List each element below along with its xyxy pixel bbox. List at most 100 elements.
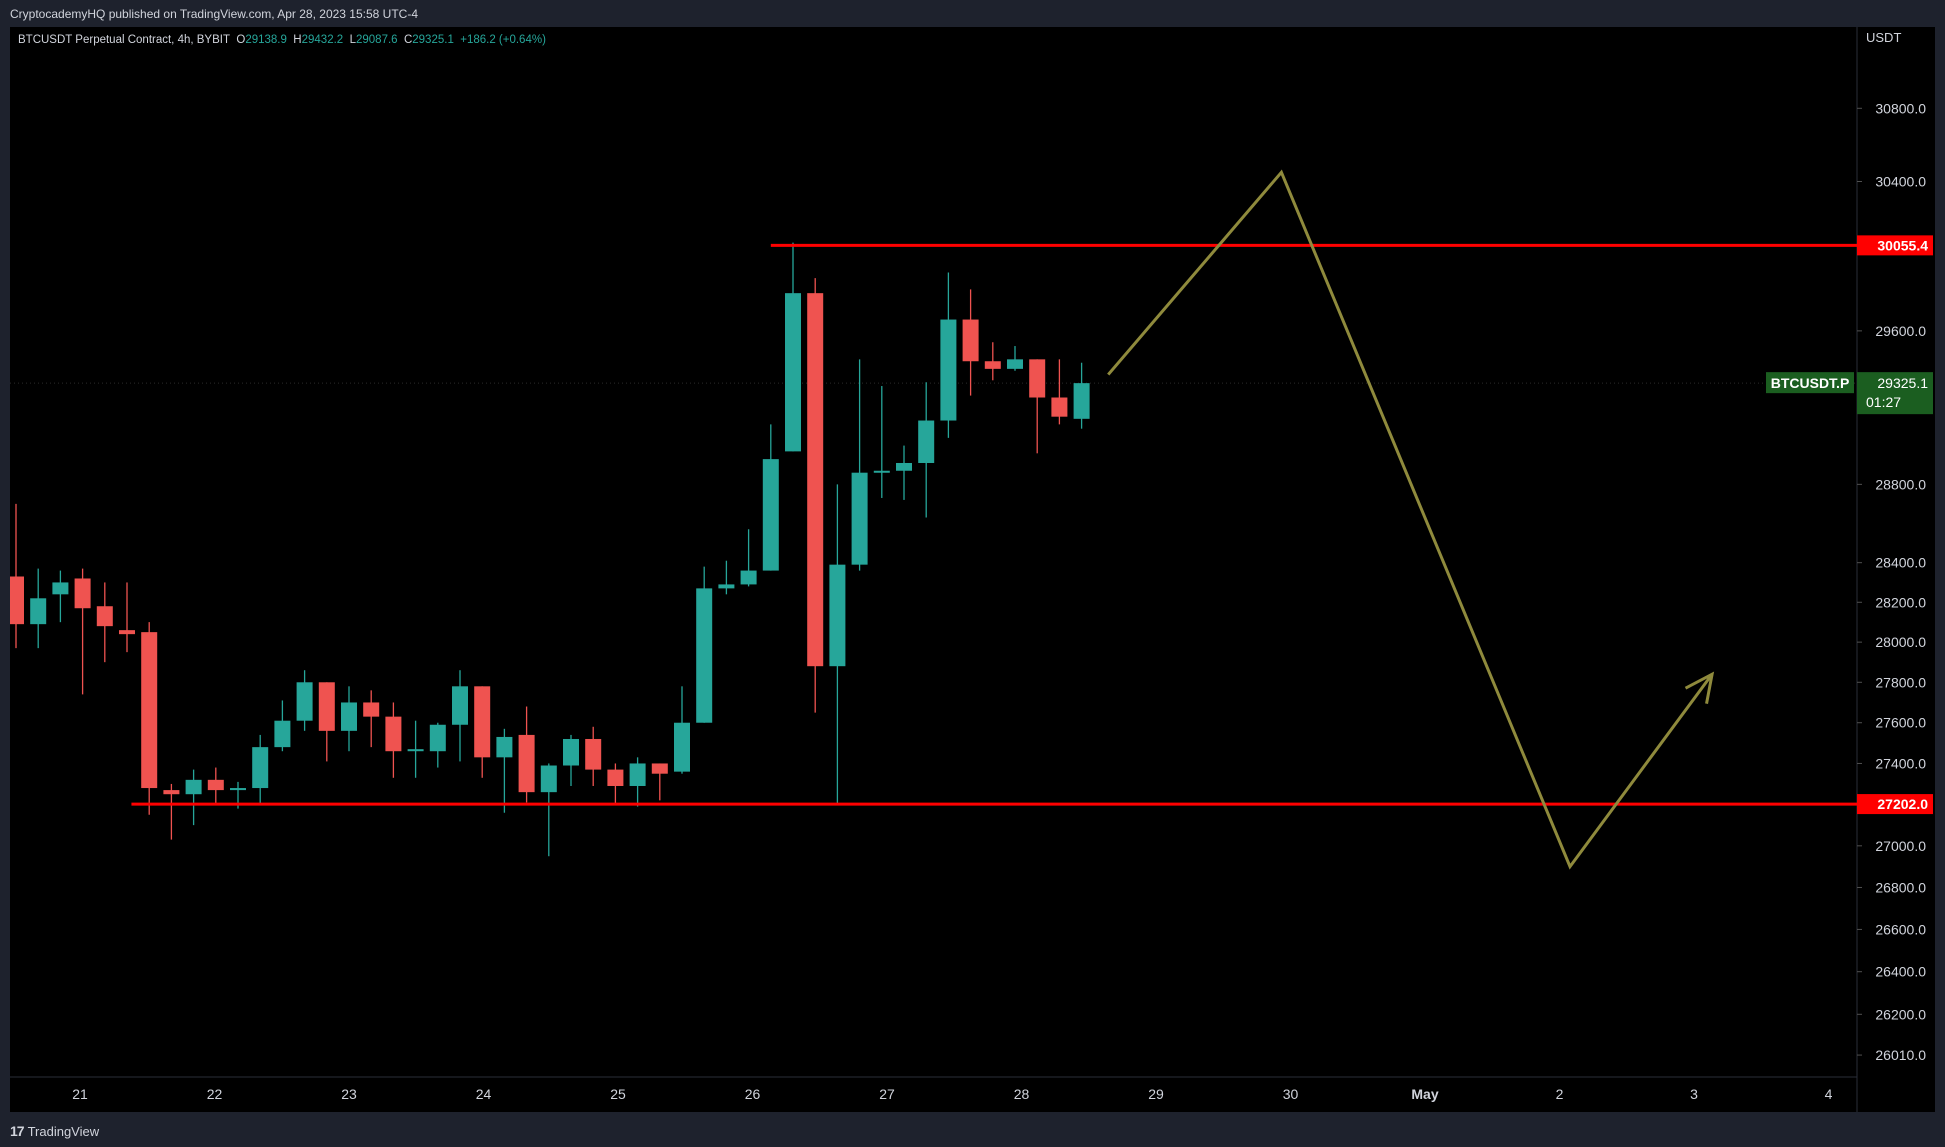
price-tick-label: 26600.0 xyxy=(1875,921,1926,937)
candle-body-down[interactable] xyxy=(807,293,824,667)
current-price-label: 29325.1 xyxy=(1877,375,1928,391)
candle-body-down[interactable] xyxy=(474,686,491,758)
candle-body-down[interactable] xyxy=(363,702,380,717)
candle-body-up[interactable] xyxy=(718,584,735,589)
level-price-badge xyxy=(1857,794,1933,815)
price-tick-label: 26200.0 xyxy=(1875,1006,1926,1022)
candle-body-down[interactable] xyxy=(141,632,158,789)
time-tick-label: 25 xyxy=(610,1086,626,1102)
candle-body-up[interactable] xyxy=(851,472,868,565)
symbol-badge xyxy=(1766,372,1854,394)
candle-body-up[interactable] xyxy=(629,763,646,786)
candle-body-down[interactable] xyxy=(163,790,180,795)
legend-close-value: 29325.1 xyxy=(412,34,454,46)
candle-body-up[interactable] xyxy=(52,582,69,595)
candle-body-down[interactable] xyxy=(607,769,624,786)
candle-body-up[interactable] xyxy=(274,720,291,748)
time-tick-label: 23 xyxy=(341,1086,357,1102)
price-tick-label: 27800.0 xyxy=(1875,674,1926,690)
candle-body-down[interactable] xyxy=(518,734,535,793)
legend-open-value: 29138.9 xyxy=(245,34,287,46)
candle-body-down[interactable] xyxy=(1029,359,1046,398)
candle-body-down[interactable] xyxy=(585,738,602,770)
candle-body-up[interactable] xyxy=(563,738,579,766)
candle-body-up[interactable] xyxy=(918,420,935,463)
level-price-label: 27202.0 xyxy=(1877,796,1928,812)
publisher-text: CryptocademyHQ published on TradingView.… xyxy=(10,7,418,21)
candle-body-up[interactable] xyxy=(185,779,202,795)
candle-body-up[interactable] xyxy=(674,722,690,772)
legend-high-label: H xyxy=(293,34,302,46)
time-tick-label: 24 xyxy=(476,1086,492,1102)
current-price-badge xyxy=(1857,372,1933,415)
legend-open-label: O xyxy=(236,34,246,46)
candle-body-down[interactable] xyxy=(651,763,668,774)
price-tick-label: 28800.0 xyxy=(1875,476,1926,492)
legend-symbol: BTCUSDT Perpetual Contract, 4h, BYBIT xyxy=(18,34,230,46)
chart-panel[interactable]: USDT 30800.0 30400.0 29600.0 28800.0 28400.0 2… xyxy=(10,27,1935,1112)
legend-high-value: 29432.2 xyxy=(301,34,344,46)
time-tick-label: 26 xyxy=(745,1086,761,1102)
bar-countdown-label: 01:27 xyxy=(1866,394,1901,410)
candle-body-down[interactable] xyxy=(74,578,91,609)
publisher-bar: CryptocademyHQ published on TradingView.… xyxy=(0,0,1945,27)
time-tick-label: 2 xyxy=(1556,1086,1564,1102)
candle-body-down[interactable] xyxy=(962,319,979,362)
price-axis-currency: USDT xyxy=(1866,30,1901,45)
candle-body-up[interactable] xyxy=(1007,359,1023,369)
level-price-label: 30055.4 xyxy=(1877,237,1928,253)
footer-bar: 17 TradingView xyxy=(0,1112,1945,1147)
candle-body-down[interactable] xyxy=(119,630,135,635)
candle-body-up[interactable] xyxy=(829,564,846,667)
candle-body-up[interactable] xyxy=(496,736,513,758)
candle-body-up[interactable] xyxy=(429,724,446,752)
time-tick-label: 21 xyxy=(72,1086,88,1102)
time-tick-label: 28 xyxy=(1014,1086,1030,1102)
price-tick-label: 28400.0 xyxy=(1875,555,1926,571)
candle-body-up[interactable] xyxy=(296,682,313,721)
candle-body-up[interactable] xyxy=(696,588,713,723)
candle-body-down[interactable] xyxy=(10,576,24,625)
projection-path[interactable] xyxy=(1107,169,1714,870)
price-tick-label: 27000.0 xyxy=(1875,838,1926,854)
candle-body-up[interactable] xyxy=(341,702,357,731)
candle-body-up[interactable] xyxy=(452,686,468,725)
tradingview-logo[interactable]: 17 TradingView xyxy=(10,1123,99,1139)
candle-body-up[interactable] xyxy=(785,293,801,452)
candle-body-down[interactable] xyxy=(318,682,335,731)
legend-change: +186.2 (+0.64%) xyxy=(460,34,546,46)
candle-body-up[interactable] xyxy=(940,319,957,421)
price-tick-label: 28200.0 xyxy=(1875,594,1926,610)
price-tick-label: 26400.0 xyxy=(1875,964,1926,980)
level-price-badge xyxy=(1857,235,1933,256)
candle-body-up[interactable] xyxy=(540,765,557,793)
candle-body-down[interactable] xyxy=(984,361,1001,369)
candle-body-up[interactable] xyxy=(762,459,779,571)
candle-body-down[interactable] xyxy=(207,779,224,791)
price-tick-label: 27400.0 xyxy=(1875,755,1926,771)
tradingview-brand-text: TradingView xyxy=(27,1123,100,1139)
price-tick-label: 27600.0 xyxy=(1875,715,1926,731)
time-tick-label: 27 xyxy=(879,1086,895,1102)
candle-body-down[interactable] xyxy=(96,606,113,627)
time-tick-label: 29 xyxy=(1148,1086,1164,1102)
candle-body-up[interactable] xyxy=(252,747,269,789)
price-tick-label: 26800.0 xyxy=(1875,879,1926,895)
time-tick-label: 3 xyxy=(1690,1086,1698,1102)
candle-body-up[interactable] xyxy=(407,749,424,752)
price-tick-label: 30800.0 xyxy=(1875,100,1926,116)
price-tick-label: 29600.0 xyxy=(1875,323,1926,339)
price-tick-label: 30400.0 xyxy=(1875,174,1926,190)
candle-body-up[interactable] xyxy=(1073,383,1090,419)
time-tick-label: May xyxy=(1411,1086,1438,1102)
candlestick-chart[interactable]: USDT 30800.0 30400.0 29600.0 28800.0 28400.0 2… xyxy=(10,27,1935,1112)
candle-body-up[interactable] xyxy=(740,570,757,585)
candle-body-down[interactable] xyxy=(385,716,402,752)
candle-body-up[interactable] xyxy=(896,462,912,471)
candle-body-down[interactable] xyxy=(1051,397,1068,417)
candle-body-up[interactable] xyxy=(873,470,890,473)
legend-low-value: 29087.6 xyxy=(355,34,398,46)
legend-low-label: L xyxy=(349,34,356,46)
candle-body-up[interactable] xyxy=(30,598,47,625)
candle-body-up[interactable] xyxy=(230,788,246,791)
